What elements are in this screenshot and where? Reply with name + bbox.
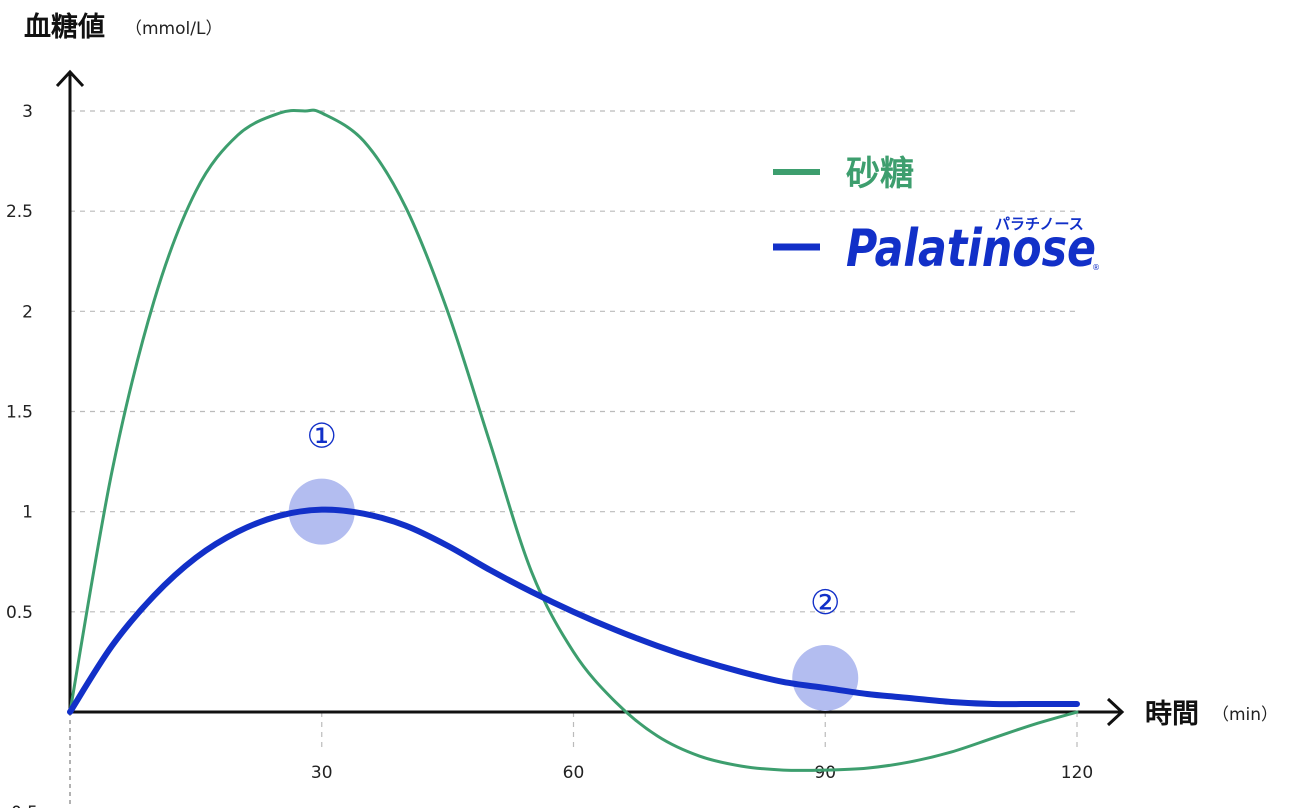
x-axis-arrow-icon [1106, 697, 1125, 727]
axes [55, 69, 1125, 806]
y-tick-label: -0.5 [5, 803, 38, 808]
y-axis-title: 血糖値 [24, 11, 105, 43]
y-tick-label: 3 [22, 102, 33, 122]
y-tick-labels: 3 2.5 2 1.5 1 0.5 -0.5 [5, 102, 38, 808]
series-lines [67, 108, 1080, 772]
y-tick-label: 2.5 [6, 202, 33, 222]
legend-label-sugar: 砂糖 [846, 154, 914, 194]
legend: 砂糖 パラチノース Palatinose ® [773, 154, 1100, 279]
x-tick-label: 30 [311, 763, 333, 783]
registered-mark: ® [1092, 263, 1100, 272]
x-axis-title: 時間 [1145, 699, 1199, 730]
series-line-palatinose [67, 506, 1080, 715]
annotation-marker-label: ② [810, 583, 840, 623]
x-tick-label: 120 [1061, 763, 1093, 783]
annotation-markers: ①② [288, 417, 859, 711]
legend-label-palatinose: Palatinose [846, 219, 1096, 279]
x-tick-label: 60 [563, 763, 585, 783]
y-tick-label: 1.5 [6, 403, 33, 423]
y-axis-unit: （mmol/L） [125, 19, 222, 39]
x-tick-labels: 30 60 90 120 [311, 763, 1093, 783]
gridlines [70, 110, 1078, 752]
legend-label-palatinose-kana: パラチノース [995, 215, 1084, 233]
x-axis-unit: （min） [1212, 705, 1278, 725]
series-line-sugar [68, 108, 1079, 772]
x-tick-label: 90 [814, 763, 836, 783]
y-tick-label: 1 [22, 503, 33, 523]
y-axis-arrow-icon [55, 69, 85, 88]
y-tick-label: 2 [22, 302, 33, 322]
annotation-marker-circle [792, 644, 859, 711]
y-tick-label: 0.5 [6, 603, 33, 623]
annotation-marker-label: ① [307, 417, 337, 457]
